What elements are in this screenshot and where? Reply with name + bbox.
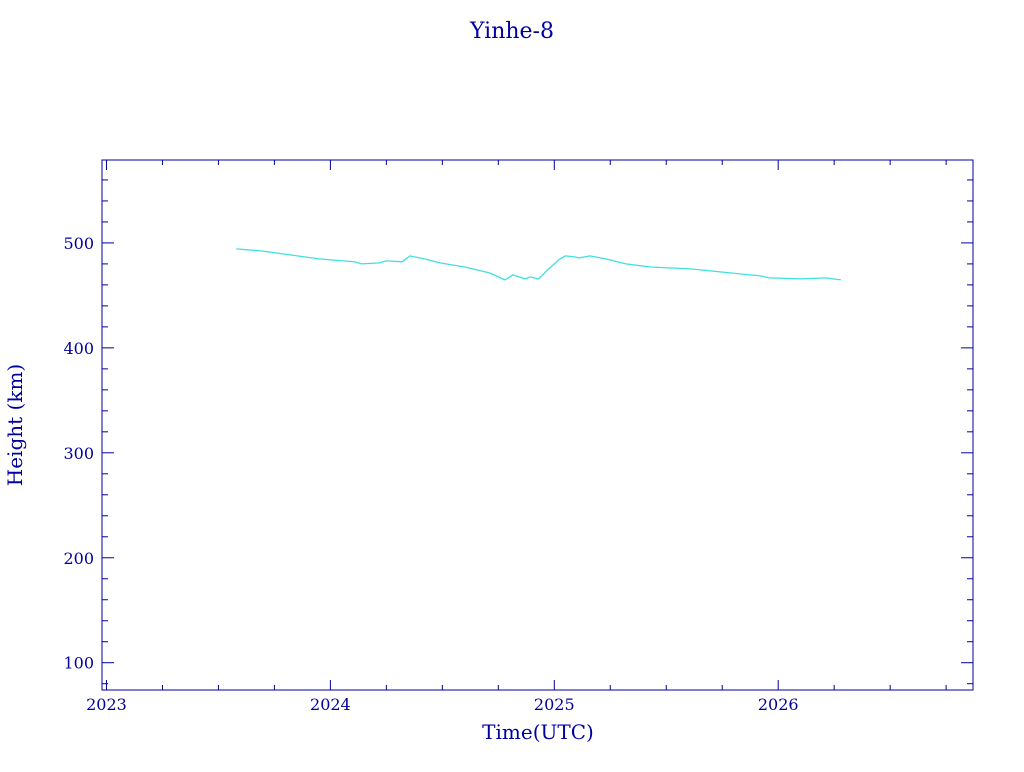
y-tick-label: 400 [63, 339, 94, 358]
x-tick-label: 2026 [758, 695, 799, 714]
chart-title: Yinhe-8 [469, 19, 554, 44]
height-series-line [236, 248, 841, 281]
y-axis-label: Height (km) [3, 364, 27, 486]
y-tick-label: 200 [63, 549, 94, 568]
x-tick-label: 2025 [534, 695, 575, 714]
x-tick-label: 2024 [310, 695, 351, 714]
y-tick-label: 500 [63, 234, 94, 253]
x-tick-label: 2023 [86, 695, 127, 714]
y-tick-label: 100 [63, 654, 94, 673]
plot-frame [101, 159, 974, 691]
x-axis-label: Time(UTC) [482, 720, 594, 744]
y-tick-label: 300 [63, 444, 94, 463]
